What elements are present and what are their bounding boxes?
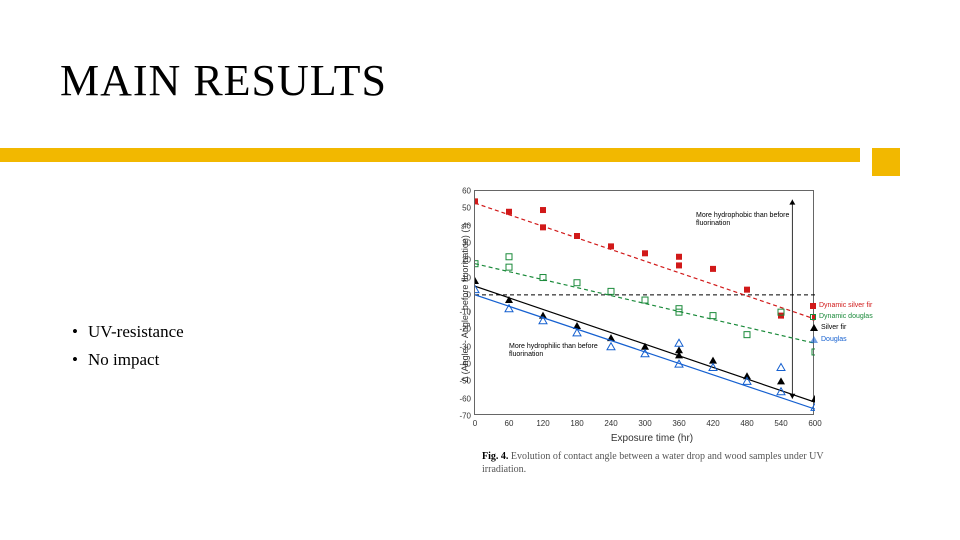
legend-swatch <box>810 314 816 320</box>
annotation-lower: More hydrophilic than before fluorinatio… <box>509 343 609 359</box>
y-tick-label: -40 <box>451 360 471 369</box>
legend-swatch <box>810 324 818 331</box>
x-tick-label: 300 <box>638 419 651 428</box>
figure-4: Δ (Angleₜ - Angle_before fluorination) (… <box>460 190 930 476</box>
x-tick-label: 240 <box>604 419 617 428</box>
y-tick-label: -50 <box>451 377 471 386</box>
x-tick-label: 420 <box>706 419 719 428</box>
y-tick-label: 10 <box>451 273 471 282</box>
y-tick-label: -20 <box>451 325 471 334</box>
legend-item: Douglas <box>810 334 873 345</box>
x-tick-label: 600 <box>808 419 821 428</box>
x-tick-label: 60 <box>505 419 514 428</box>
legend-swatch <box>810 336 818 343</box>
figure-caption-text: Evolution of contact angle between a wat… <box>482 451 823 475</box>
figure-caption-number: Fig. 4. <box>482 451 508 462</box>
x-tick-label: 480 <box>740 419 753 428</box>
y-tick-label: 40 <box>451 221 471 230</box>
x-tick-label: 120 <box>536 419 549 428</box>
bullet-item: No impact <box>72 346 184 374</box>
bullet-list: UV-resistance No impact <box>72 318 184 374</box>
legend-label: Douglas <box>821 334 847 345</box>
y-tick-label: 30 <box>451 238 471 247</box>
chart-plot-area: -70-60-50-40-30-20-100102030405060060120… <box>474 190 814 415</box>
x-tick-label: 0 <box>473 419 477 428</box>
figure-caption: Fig. 4. Evolution of contact angle betwe… <box>482 450 852 476</box>
legend-item: Dynamic silver fir <box>810 300 873 311</box>
bullet-item: UV-resistance <box>72 318 184 346</box>
legend-label: Dynamic douglas <box>819 311 873 322</box>
legend-item: Dynamic douglas <box>810 311 873 322</box>
y-tick-label: -30 <box>451 342 471 351</box>
legend-swatch <box>810 303 816 309</box>
legend-item: Silver fir <box>810 322 873 333</box>
y-tick-label: 50 <box>451 204 471 213</box>
x-axis-label: Exposure time (hr) <box>482 433 822 444</box>
slide-title: MAIN RESULTS <box>60 55 387 106</box>
y-tick-label: 20 <box>451 256 471 265</box>
y-tick-label: 0 <box>451 290 471 299</box>
x-tick-label: 180 <box>570 419 583 428</box>
y-tick-label: 60 <box>451 187 471 196</box>
legend-label: Silver fir <box>821 322 846 333</box>
y-tick-label: -70 <box>451 412 471 421</box>
accent-bar <box>0 148 860 162</box>
x-tick-label: 540 <box>774 419 787 428</box>
legend-label: Dynamic silver fir <box>819 300 872 311</box>
chart-legend: Dynamic silver firDynamic douglasSilver … <box>810 300 873 345</box>
y-tick-label: -60 <box>451 394 471 403</box>
y-tick-label: -10 <box>451 308 471 317</box>
accent-square <box>872 148 900 176</box>
annotation-upper: More hydrophobic than before fluorinatio… <box>696 212 796 228</box>
x-tick-label: 360 <box>672 419 685 428</box>
